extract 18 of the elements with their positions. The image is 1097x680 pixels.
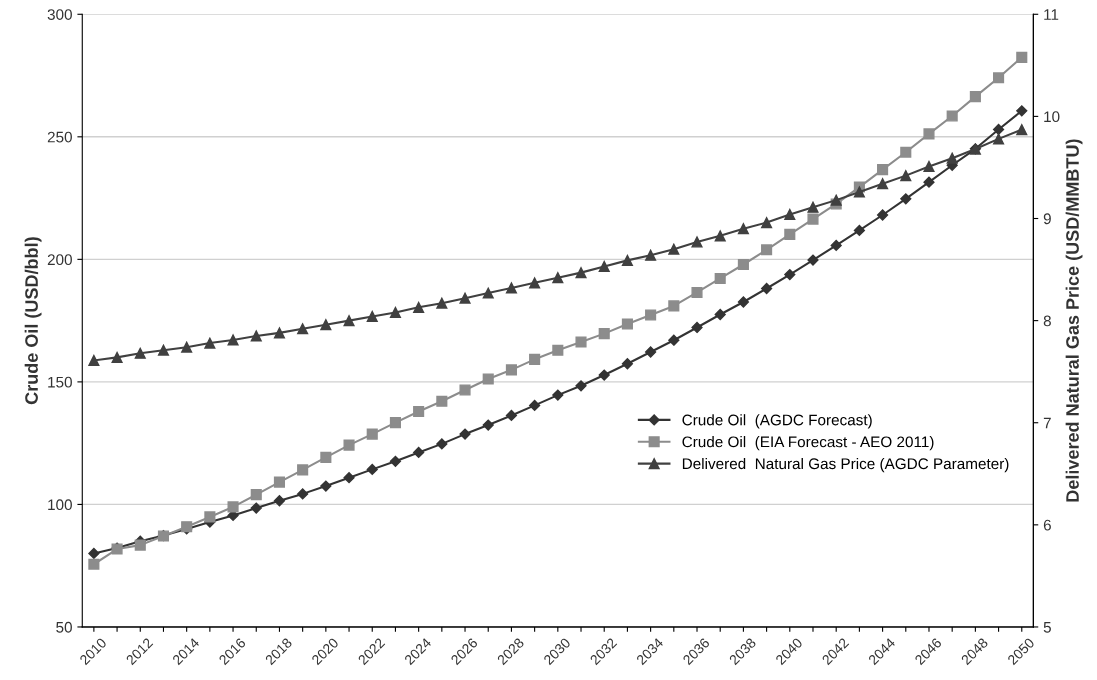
y2-tick-label: 10 [1044,111,1060,123]
y-tick-label: 250 [47,131,72,143]
y2-tick-label: 6 [1043,519,1051,531]
y-axis-title: Crude Oil (USD/bbl) [24,237,42,405]
y-tick-label: 150 [48,376,72,388]
y-tick-label: 50 [56,621,72,633]
y2-tick-label: 8 [1043,315,1051,327]
legend-label: Crude Oil (AGDC Forecast) [682,414,872,429]
y2-tick-label: 11 [1044,9,1059,20]
y-tick-label: 100 [48,499,72,511]
legend-label: Delivered Natural Gas Price (AGDC Parameter) [682,457,1009,473]
y-tick-label: 300 [47,9,72,20]
y2-tick-label: 7 [1043,417,1051,429]
y-tick-label: 200 [47,254,72,266]
y2-tick-label: 9 [1043,213,1051,225]
legend-label: Crude Oil (EIA Forecast - AEO 2011) [682,436,934,451]
y2-axis-title: Delivered Natural Gas Price (USD/MMBTU) [1065,139,1083,502]
y2-tick-label: 5 [1043,621,1051,633]
